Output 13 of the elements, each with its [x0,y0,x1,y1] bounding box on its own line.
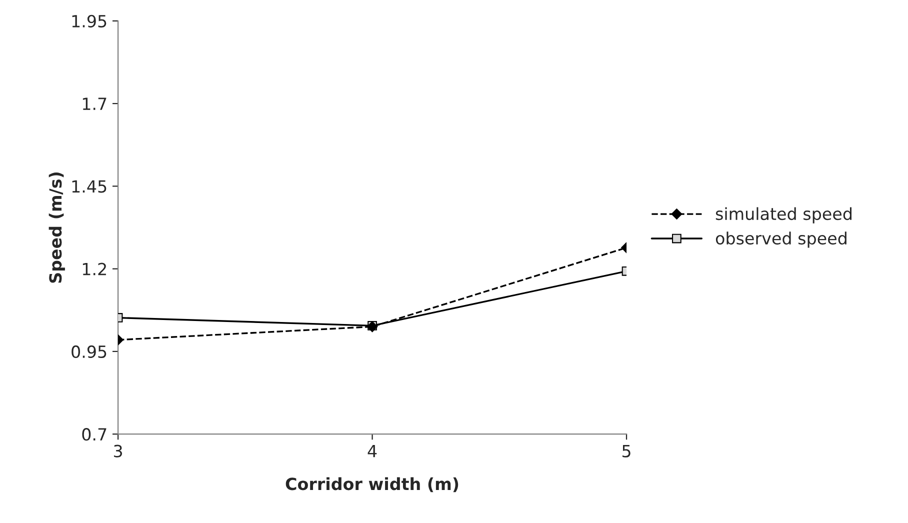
y-tick-label: 0.95 [72,345,106,358]
x-tick-label: 4 [368,445,377,458]
y-axis-title: Speed (m/s) [48,172,65,283]
legend-label: observed speed [716,232,846,248]
y-tick-label: 1.7 [82,98,106,110]
y-tick-label: 0.7 [82,428,106,441]
legend-label: simulated speed [716,207,852,224]
x-tick-label: 3 [114,444,122,458]
y-tick-label: 1.45 [72,180,106,193]
y-tick-label: 1.2 [82,262,106,276]
y-tick-label: 1.95 [72,14,106,28]
x-axis-title: Corridor width (m) [286,477,458,492]
x-tick-label: 5 [622,445,630,458]
